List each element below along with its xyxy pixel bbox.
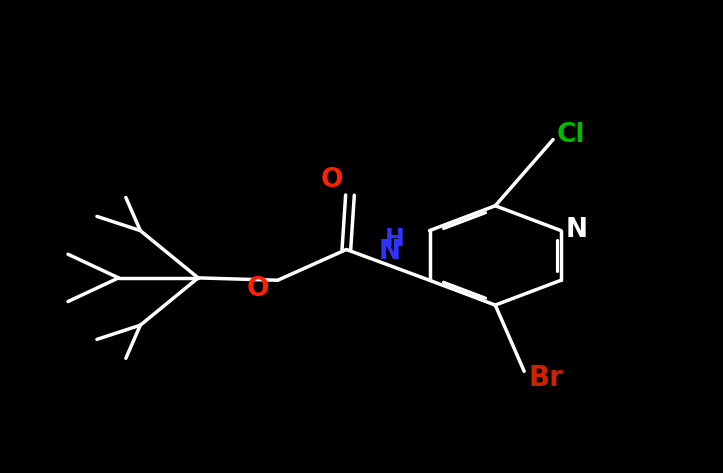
Text: Cl: Cl — [557, 122, 586, 148]
Text: N: N — [566, 217, 588, 243]
Text: Br: Br — [529, 364, 563, 393]
Text: N: N — [378, 239, 401, 264]
Text: H: H — [385, 227, 405, 251]
Text: O: O — [247, 276, 269, 302]
Text: O: O — [321, 167, 343, 193]
